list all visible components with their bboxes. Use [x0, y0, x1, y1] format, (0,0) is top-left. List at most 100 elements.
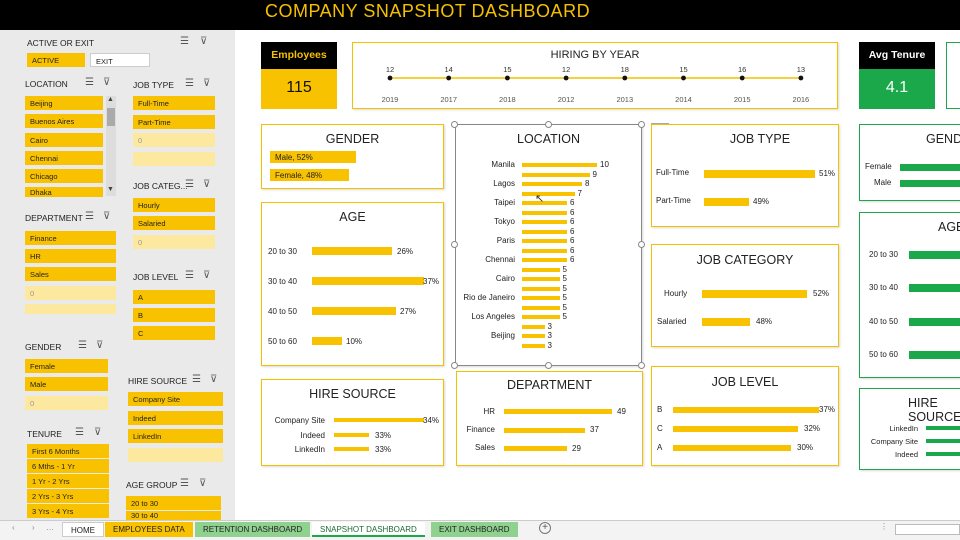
multi-select-icon[interactable]: ☰	[180, 478, 189, 489]
slicer-item[interactable]: Part-Time	[133, 115, 215, 129]
scrollbar-options-icon[interactable]: ⋮	[880, 522, 888, 531]
kpi-next-card	[946, 42, 960, 109]
multi-select-icon[interactable]: ☰	[75, 427, 84, 438]
slicer-gender-label: GENDER	[25, 342, 62, 352]
resize-handle[interactable]	[638, 362, 645, 369]
multi-select-icon[interactable]: ☰	[85, 77, 94, 88]
slicer-item[interactable]: First 6 Months	[27, 444, 109, 458]
slicer-item[interactable]: Full-Time	[133, 96, 215, 110]
clear-filter-icon[interactable]: ⊽	[94, 427, 102, 438]
next-sheet-icon[interactable]: ›	[32, 523, 35, 532]
location-bar	[522, 267, 560, 272]
slicer-item[interactable]: Finance	[25, 231, 116, 245]
hiring-point	[387, 75, 393, 81]
slicer-item[interactable]: Beijing	[25, 96, 103, 110]
slicer-item[interactable]: 30 to 40	[126, 511, 221, 520]
tab-retention-dashboard[interactable]: RETENTION DASHBOARD	[195, 522, 311, 537]
tab-employees-data[interactable]: EMPLOYEES DATA	[105, 522, 193, 537]
slicer-item[interactable]: 0	[25, 396, 108, 410]
more-sheets-icon[interactable]: …	[46, 523, 54, 532]
multi-select-icon[interactable]: ☰	[185, 270, 194, 281]
clear-filter-icon[interactable]: ⊽	[203, 179, 211, 190]
job-type-title: JOB TYPE	[729, 132, 791, 146]
slicer-item[interactable]: Sales	[25, 267, 116, 281]
tab-snapshot-dashboard[interactable]: SNAPSHOT DASHBOARD	[312, 522, 425, 537]
multi-select-icon[interactable]: ☰	[192, 374, 201, 385]
slicer-item[interactable]: 0	[133, 235, 215, 249]
slicer-item[interactable]: B	[133, 308, 215, 322]
gender-label-female: Female, 48%	[275, 171, 323, 180]
slicer-item[interactable]: Dhaka	[25, 187, 103, 197]
location-bar	[522, 286, 560, 291]
slicer-item[interactable]: Female	[25, 359, 108, 373]
location-scrollbar[interactable]	[106, 96, 116, 196]
scroll-down-icon[interactable]: ▼	[107, 186, 114, 193]
scrollbar-thumb[interactable]	[107, 108, 115, 126]
slicer-item-empty[interactable]	[128, 448, 223, 462]
slicer-item[interactable]: Chennai	[25, 151, 103, 165]
slicer-item[interactable]: Chicago	[25, 169, 103, 183]
location-card[interactable]: LOCATION Manila 10 9 Lagos 8 7 Taipei 6 6 Tokyo 6 6…	[455, 124, 642, 366]
hiring-year-label: 2016	[793, 95, 810, 104]
location-value: 8	[585, 179, 590, 188]
slicer-item[interactable]: Hourly	[133, 198, 215, 212]
resize-handle[interactable]	[638, 121, 645, 128]
slicer-item[interactable]: 1 Yr - 2 Yrs	[27, 474, 109, 488]
slicer-item-empty[interactable]	[25, 304, 116, 314]
clear-filter-icon[interactable]: ⊽	[210, 374, 218, 385]
resize-handle[interactable]	[545, 121, 552, 128]
add-sheet-icon[interactable]: +	[539, 522, 551, 534]
multi-select-icon[interactable]: ☰	[180, 36, 189, 47]
multi-select-icon[interactable]: ☰	[78, 340, 87, 351]
slicer-item[interactable]: Cairo	[25, 133, 103, 147]
slicer-item[interactable]: 3 Yrs - 4 Yrs	[27, 504, 109, 518]
clear-filter-icon[interactable]: ⊽	[96, 340, 104, 351]
clear-filter-icon[interactable]: ⊽	[200, 36, 208, 47]
tab-exit-dashboard[interactable]: EXIT DASHBOARD	[431, 522, 518, 537]
tab-home[interactable]: HOME	[62, 522, 104, 537]
prev-sheet-icon[interactable]: ‹	[12, 523, 15, 532]
location-bar	[522, 210, 567, 215]
slicer-item[interactable]: 0	[133, 133, 215, 147]
clear-filter-icon[interactable]: ⊽	[199, 478, 207, 489]
slicer-item[interactable]: Buenos Aires	[25, 114, 103, 128]
multi-select-icon[interactable]: ☰	[85, 211, 94, 222]
resize-handle[interactable]	[451, 121, 458, 128]
dept-bar	[504, 409, 612, 414]
resize-handle[interactable]	[545, 362, 552, 369]
clear-filter-icon[interactable]: ⊽	[103, 211, 111, 222]
hiring-point	[505, 75, 510, 81]
dept-bar	[504, 446, 567, 451]
slicer-item[interactable]: HR	[25, 249, 116, 263]
slicer-item[interactable]: Salaried	[133, 216, 215, 230]
clear-filter-icon[interactable]: ⊽	[203, 270, 211, 281]
resize-handle[interactable]	[638, 241, 645, 248]
slicer-item[interactable]: Indeed	[128, 411, 223, 425]
slicer-item[interactable]: 0	[25, 286, 116, 300]
slicer-item[interactable]: 20 to 30	[126, 496, 221, 510]
hire-value: 33%	[375, 445, 392, 454]
clear-filter-icon[interactable]: ⊽	[203, 78, 211, 89]
slicer-item[interactable]: C	[133, 326, 215, 340]
resize-handle[interactable]	[451, 362, 458, 369]
slicer-item[interactable]: ACTIVE	[27, 53, 85, 67]
slicer-item-empty[interactable]	[133, 152, 215, 166]
slicer-item[interactable]: Male	[25, 377, 108, 391]
scroll-up-icon[interactable]: ▲	[107, 96, 114, 103]
multi-select-icon[interactable]: ☰	[185, 179, 194, 190]
location-bar	[522, 201, 567, 205]
slicer-job-type-label: JOB TYPE	[133, 80, 174, 90]
job-type-bar	[704, 170, 815, 178]
multi-select-icon[interactable]: ☰	[185, 78, 194, 89]
horizontal-scrollbar[interactable]	[895, 524, 960, 535]
slicer-item[interactable]: LinkedIn	[128, 429, 223, 443]
slicer-item[interactable]: A	[133, 290, 215, 304]
resize-handle[interactable]	[451, 241, 458, 248]
slicer-item[interactable]: 6 Mths - 1 Yr	[27, 459, 109, 473]
hiring-year-label: 2017	[440, 95, 457, 104]
clear-filter-icon[interactable]: ⊽	[103, 77, 111, 88]
slicer-item[interactable]: 2 Yrs - 3 Yrs	[27, 489, 109, 503]
right-gender-bar	[900, 164, 960, 171]
slicer-item[interactable]: EXIT	[90, 53, 150, 67]
slicer-item[interactable]: Company Site	[128, 392, 223, 406]
